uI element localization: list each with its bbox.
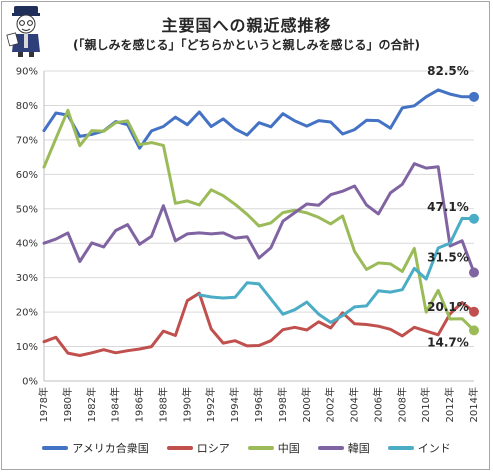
series-endpoint-0 [469, 91, 479, 102]
legend-label: インド [417, 442, 451, 455]
series-line-4 [197, 216, 476, 324]
legend-swatch [387, 446, 414, 450]
x-tick-label: 1990年 [180, 387, 193, 422]
x-tick-label: 2008年 [395, 387, 408, 422]
x-tick-label: 1980年 [61, 387, 74, 422]
y-tick-label: 30% [16, 273, 38, 284]
y-tick-label: 10% [16, 342, 38, 353]
y-tick-label: 90% [16, 67, 38, 78]
y-tick-label: 0% [22, 377, 38, 388]
series-line-3 [42, 162, 476, 274]
series-endpoint-2 [469, 325, 479, 336]
x-tick-label: 1994年 [228, 387, 241, 422]
legend-item-0: アメリカ合衆国 [42, 440, 149, 456]
x-tick-label: 2006年 [371, 387, 384, 422]
y-tick-label: 20% [16, 308, 38, 319]
series-endpoint-4 [469, 213, 479, 224]
x-tick-label: 1978年 [37, 387, 50, 422]
x-tick-label: 1992年 [204, 387, 217, 422]
x-tick-label: 1986年 [133, 387, 146, 422]
x-tick-label: 2002年 [324, 387, 337, 422]
legend-item-2: 中国 [247, 440, 300, 456]
x-tick-label: 1988年 [156, 387, 169, 422]
end-value-label: 20.1% [427, 300, 469, 314]
y-tick-label: 70% [16, 135, 38, 146]
legend-swatch [166, 446, 193, 450]
legend-item-4: インド [387, 440, 451, 456]
series-line-2 [42, 108, 476, 332]
end-value-label: 82.5% [427, 64, 469, 78]
series-endpoint-1 [469, 306, 479, 317]
legend-swatch [317, 446, 344, 450]
y-tick-label: 80% [16, 101, 38, 112]
x-tick-label: 1996年 [252, 387, 265, 422]
series-endpoint-3 [469, 267, 479, 278]
y-tick-label: 40% [16, 239, 38, 250]
legend-label: 中国 [277, 442, 300, 455]
chart-title: 主要国への親近感推移 [161, 16, 332, 35]
x-tick-label: 1998年 [276, 387, 289, 422]
chart-legend: アメリカ合衆国 ロシア 中国 韓国 インド [0, 440, 493, 456]
y-tick-label: 50% [16, 204, 38, 215]
x-tick-label: 2014年 [467, 387, 480, 422]
x-tick-label: 2010年 [419, 387, 432, 422]
end-value-label: 47.1% [427, 200, 469, 214]
legend-item-3: 韓国 [317, 440, 370, 456]
y-tick-label: 60% [16, 170, 38, 181]
chart-subtitle: (「親しみを感じる」「どちらかというと親しみを感じる」の合計) [73, 38, 420, 52]
x-tick-label: 1982年 [85, 387, 98, 422]
x-tick-label: 2004年 [348, 387, 361, 422]
end-value-label: 31.5% [427, 251, 469, 265]
legend-swatch [42, 446, 69, 450]
end-value-label: 14.7% [427, 335, 469, 349]
legend-swatch [247, 446, 274, 450]
mascot-illustration [6, 6, 40, 57]
legend-item-1: ロシア [166, 440, 230, 456]
x-tick-label: 1984年 [109, 387, 122, 422]
series-line-1 [42, 291, 476, 357]
x-tick-label: 2012年 [443, 387, 456, 422]
legend-label: アメリカ合衆国 [72, 442, 149, 455]
legend-label: ロシア [196, 442, 230, 455]
legend-label: 韓国 [347, 442, 370, 455]
x-tick-label: 2000年 [300, 387, 313, 422]
